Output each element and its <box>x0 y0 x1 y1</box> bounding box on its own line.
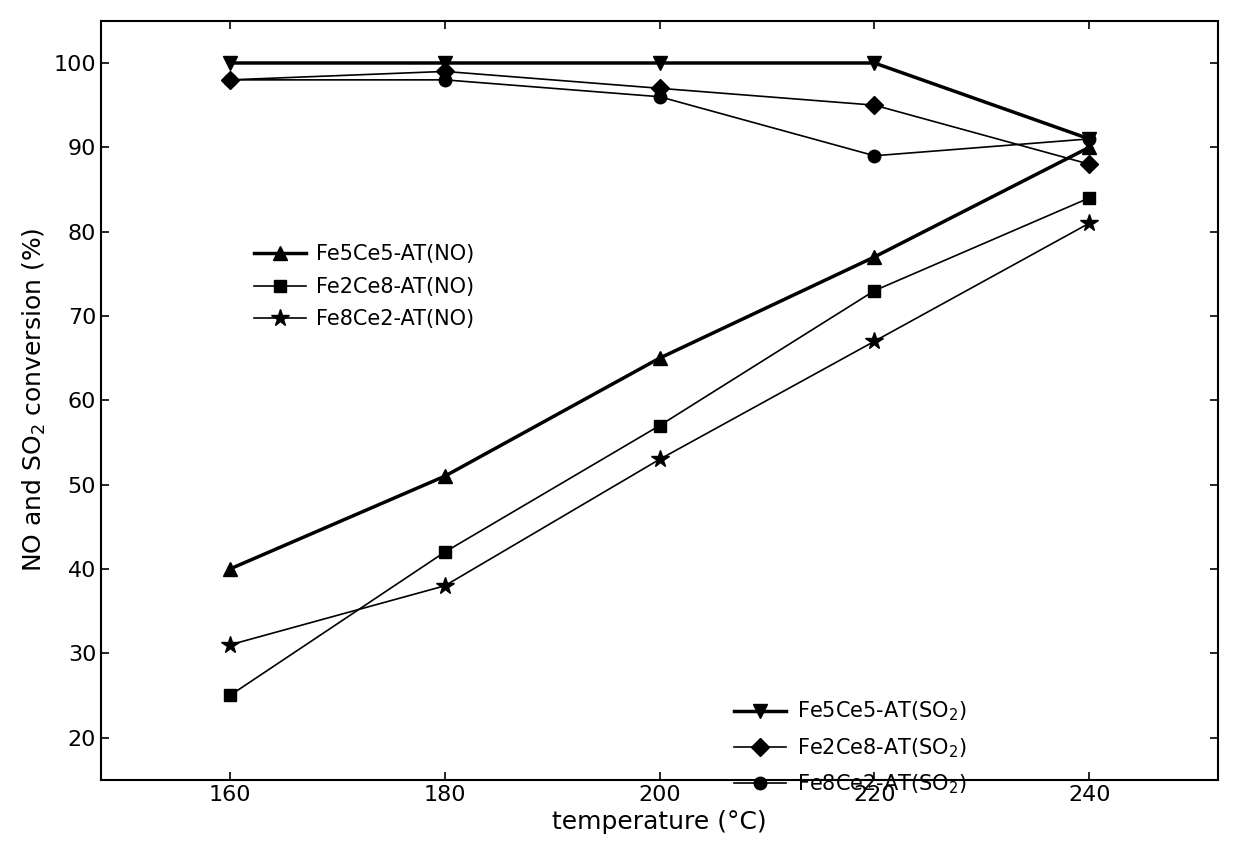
X-axis label: temperature (°C): temperature (°C) <box>553 811 767 834</box>
Legend: Fe5Ce5-AT(SO$_2$), Fe2Ce8-AT(SO$_2$), Fe8Ce2-AT(SO$_2$): Fe5Ce5-AT(SO$_2$), Fe2Ce8-AT(SO$_2$), Fe… <box>726 692 975 804</box>
Y-axis label: NO and SO$_2$ conversion (%): NO and SO$_2$ conversion (%) <box>21 228 48 573</box>
